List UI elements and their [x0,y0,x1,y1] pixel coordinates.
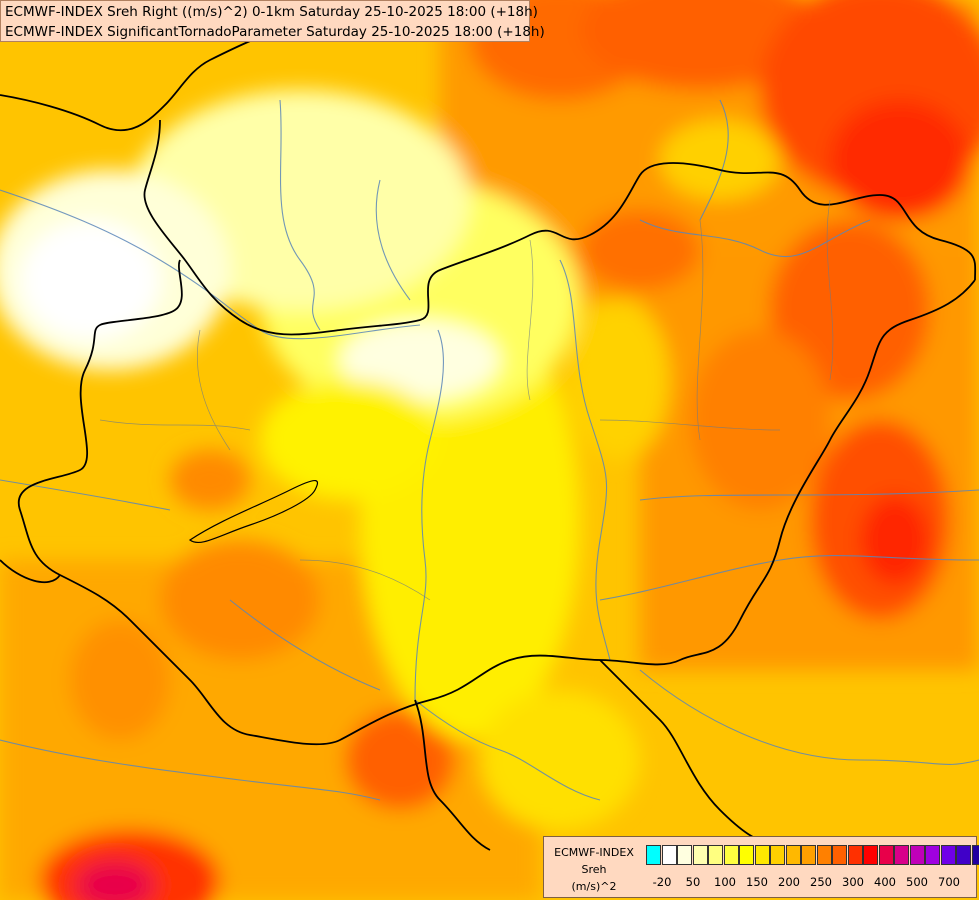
legend-tick-label: 250 [810,875,832,889]
legend-swatch [847,845,863,865]
legend-swatch [754,845,770,865]
legend-variable: Sreh [581,863,607,876]
legend-swatch [878,845,894,865]
legend-swatch [832,845,847,865]
legend-unit: (m/s)^2 [571,880,617,893]
map-title-box: ECMWF-INDEX Sreh Right ((m/s)^2) 0-1km S… [0,0,545,42]
legend-swatch [971,845,979,865]
legend-swatch [801,845,816,865]
title-line-srh: ECMWF-INDEX Sreh Right ((m/s)^2) 0-1km S… [5,4,538,20]
legend-tick-label: 300 [842,875,864,889]
legend-tick-label: -20 [652,875,672,889]
legend-swatch [692,845,708,865]
legend-swatch [723,845,739,865]
title-line-stp: ECMWF-INDEX SignificantTornadoParameter … [5,24,545,40]
legend-tick-label: 700 [938,875,960,889]
county-borders [99,199,834,601]
legend-swatch [739,845,754,865]
legend-tick-label: 500 [906,875,928,889]
legend-tick-label: 200 [778,875,800,889]
legend-tick-label: 50 [685,875,701,889]
legend-tick-label: 100 [714,875,736,889]
legend-swatch [646,845,661,865]
legend-swatch [708,845,723,865]
legend-swatch [785,845,801,865]
legend-swatch [925,845,940,865]
lake-balaton [188,480,319,544]
legend-swatch [770,845,785,865]
legend-swatch [894,845,909,865]
legend-tick-label: 400 [874,875,896,889]
legend-swatch [677,845,692,865]
legend-swatch [956,845,971,865]
country-borders [0,0,977,851]
color-legend: ECMWF-INDEX Sreh (m/s)^2 -20 50 100 150 200 2… [543,836,979,898]
legend-swatch [816,845,832,865]
legend-source: ECMWF-INDEX [554,846,634,859]
legend-swatch [661,845,677,865]
rivers [0,99,979,801]
legend-swatch [940,845,956,865]
legend-swatch [863,845,878,865]
legend-tick-label: 150 [746,875,768,889]
legend-swatch [909,845,925,865]
